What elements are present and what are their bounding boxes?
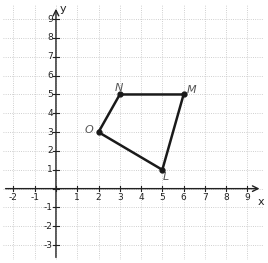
Text: 2: 2 [96,193,101,202]
Text: x: x [258,197,265,207]
Text: 3: 3 [117,193,123,202]
Text: O: O [85,125,93,135]
Text: 9: 9 [244,193,250,202]
Text: -1: -1 [30,193,39,202]
Text: 5: 5 [159,193,165,202]
Text: 8: 8 [47,33,53,42]
Text: M: M [186,85,196,95]
Text: 2: 2 [47,146,53,155]
Text: 4: 4 [47,109,53,118]
Text: -3: -3 [44,241,53,250]
Text: 7: 7 [202,193,208,202]
Text: 8: 8 [223,193,229,202]
Text: 1: 1 [74,193,80,202]
Text: 5: 5 [47,90,53,99]
Text: -1: -1 [44,203,53,212]
Text: 7: 7 [47,52,53,61]
Text: 3: 3 [47,128,53,137]
Text: 9: 9 [47,15,53,24]
Text: 6: 6 [47,71,53,80]
Text: -2: -2 [9,193,18,202]
Text: 6: 6 [181,193,187,202]
Text: -2: -2 [44,222,53,231]
Text: y: y [60,4,66,14]
Text: N: N [114,83,123,93]
Text: L: L [162,172,169,182]
Text: 4: 4 [138,193,144,202]
Text: 1: 1 [47,165,53,174]
